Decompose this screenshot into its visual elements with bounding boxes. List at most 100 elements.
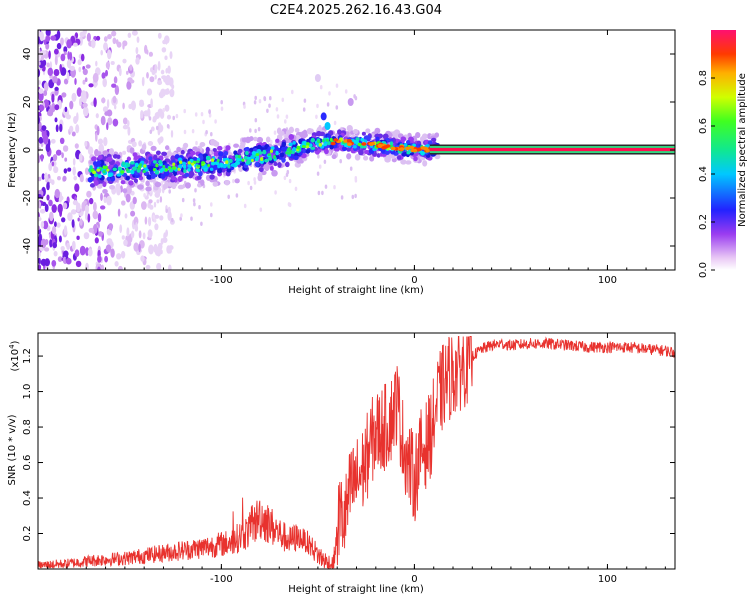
noise-speck [166,124,170,129]
signal-blob [216,158,220,163]
signal-blob [161,151,168,157]
noise-speck [162,39,167,45]
signal-blob [234,154,239,159]
noise-speck [146,72,149,79]
signal-blob [403,143,408,147]
signal-blob [296,145,300,150]
noise-speck [129,79,135,84]
signal-blob [246,159,251,164]
noise-speck [141,201,147,210]
noise-speck [107,49,112,60]
signal-blob [284,161,290,168]
signal-blob [405,146,411,151]
noise-speck [181,197,185,203]
noise-speck [72,158,76,166]
noise-speck [100,49,103,56]
noise-speck [130,100,136,111]
signal-blob [199,141,206,148]
signal-blob [361,131,366,136]
noise-speck [254,95,257,101]
noise-speck [152,117,157,123]
figure-title: C2E4.2025.262.16.43.G04 [270,3,442,18]
noise-speck [66,39,72,49]
noise-speck [165,229,169,237]
noise-speck [344,89,348,94]
noise-speck [113,76,118,84]
snr-x-ticks: -100 0 100 [47,333,666,585]
signal-blob [389,141,394,146]
noise-speck [38,216,42,222]
noise-speck [130,190,135,196]
signal-blob [206,156,211,161]
signal-blob [306,142,310,146]
noise-speck [53,69,60,77]
signal-blob [168,181,173,187]
noise-speck [119,224,123,234]
noise-speck [214,119,217,124]
signal-blob [310,137,316,143]
noise-speck [168,264,172,270]
x-tick-label: 0 [411,574,417,585]
signal-blob [188,171,195,177]
noise-speck [60,53,66,62]
noise-speck [317,154,320,159]
noise-speck [54,221,57,228]
signal-blob [234,178,240,184]
signal-blob [93,170,97,175]
noise-speck [112,118,119,127]
noise-speck [52,242,57,249]
noise-speck [89,197,94,205]
noise-speck [249,185,253,191]
noise-speck [66,242,70,250]
noise-speck [43,39,47,45]
signal-blob [152,160,157,164]
noise-speck [254,118,258,123]
colorbar-ticks: 0.0 0.2 0.4 0.6 0.8 [698,70,715,278]
noise-speck [232,178,235,184]
signal-blob [196,175,202,180]
noise-speck [55,149,62,156]
signal-blob [140,160,145,165]
noise-speck [74,249,80,257]
signal-blob [224,179,230,186]
signal-blob [308,128,314,134]
noise-speck [94,237,99,244]
noise-speck [56,222,61,228]
noise-speck [257,127,261,132]
signal-blob [102,181,107,188]
noise-speck [165,208,168,213]
noise-speck [288,178,292,184]
signal-blob [245,151,249,156]
signal-blob [141,143,147,151]
noise-speck [38,61,41,66]
signal-blob [223,151,229,156]
noise-speck [42,134,49,145]
noise-speck [40,258,47,266]
noise-speck [44,204,49,212]
noise-speck [71,240,76,251]
noise-speck [95,132,98,142]
noise-speck [114,85,120,96]
noise-speck [165,80,171,86]
colorbar-tick-label: 0.4 [698,166,709,182]
signal-blob [270,146,275,150]
noise-speck [235,193,239,198]
noise-speck [48,199,53,207]
signal-blob [112,167,118,172]
noise-speck [96,125,100,136]
signal-blob [97,151,102,157]
noise-speck [67,212,73,222]
noise-speck [98,143,105,153]
signal-blob [400,159,407,165]
y-tick-label: 0.6 [22,455,33,471]
signal-blob [281,146,287,152]
signal-blob [314,74,321,82]
tone-band-core [429,147,675,152]
noise-speck [128,103,133,110]
noise-speck [51,226,57,235]
y-tick-label: 1.2 [22,348,33,364]
noise-speck [39,31,44,42]
signal-blob [168,166,172,170]
noise-speck [60,246,65,251]
signal-blob [273,161,278,167]
